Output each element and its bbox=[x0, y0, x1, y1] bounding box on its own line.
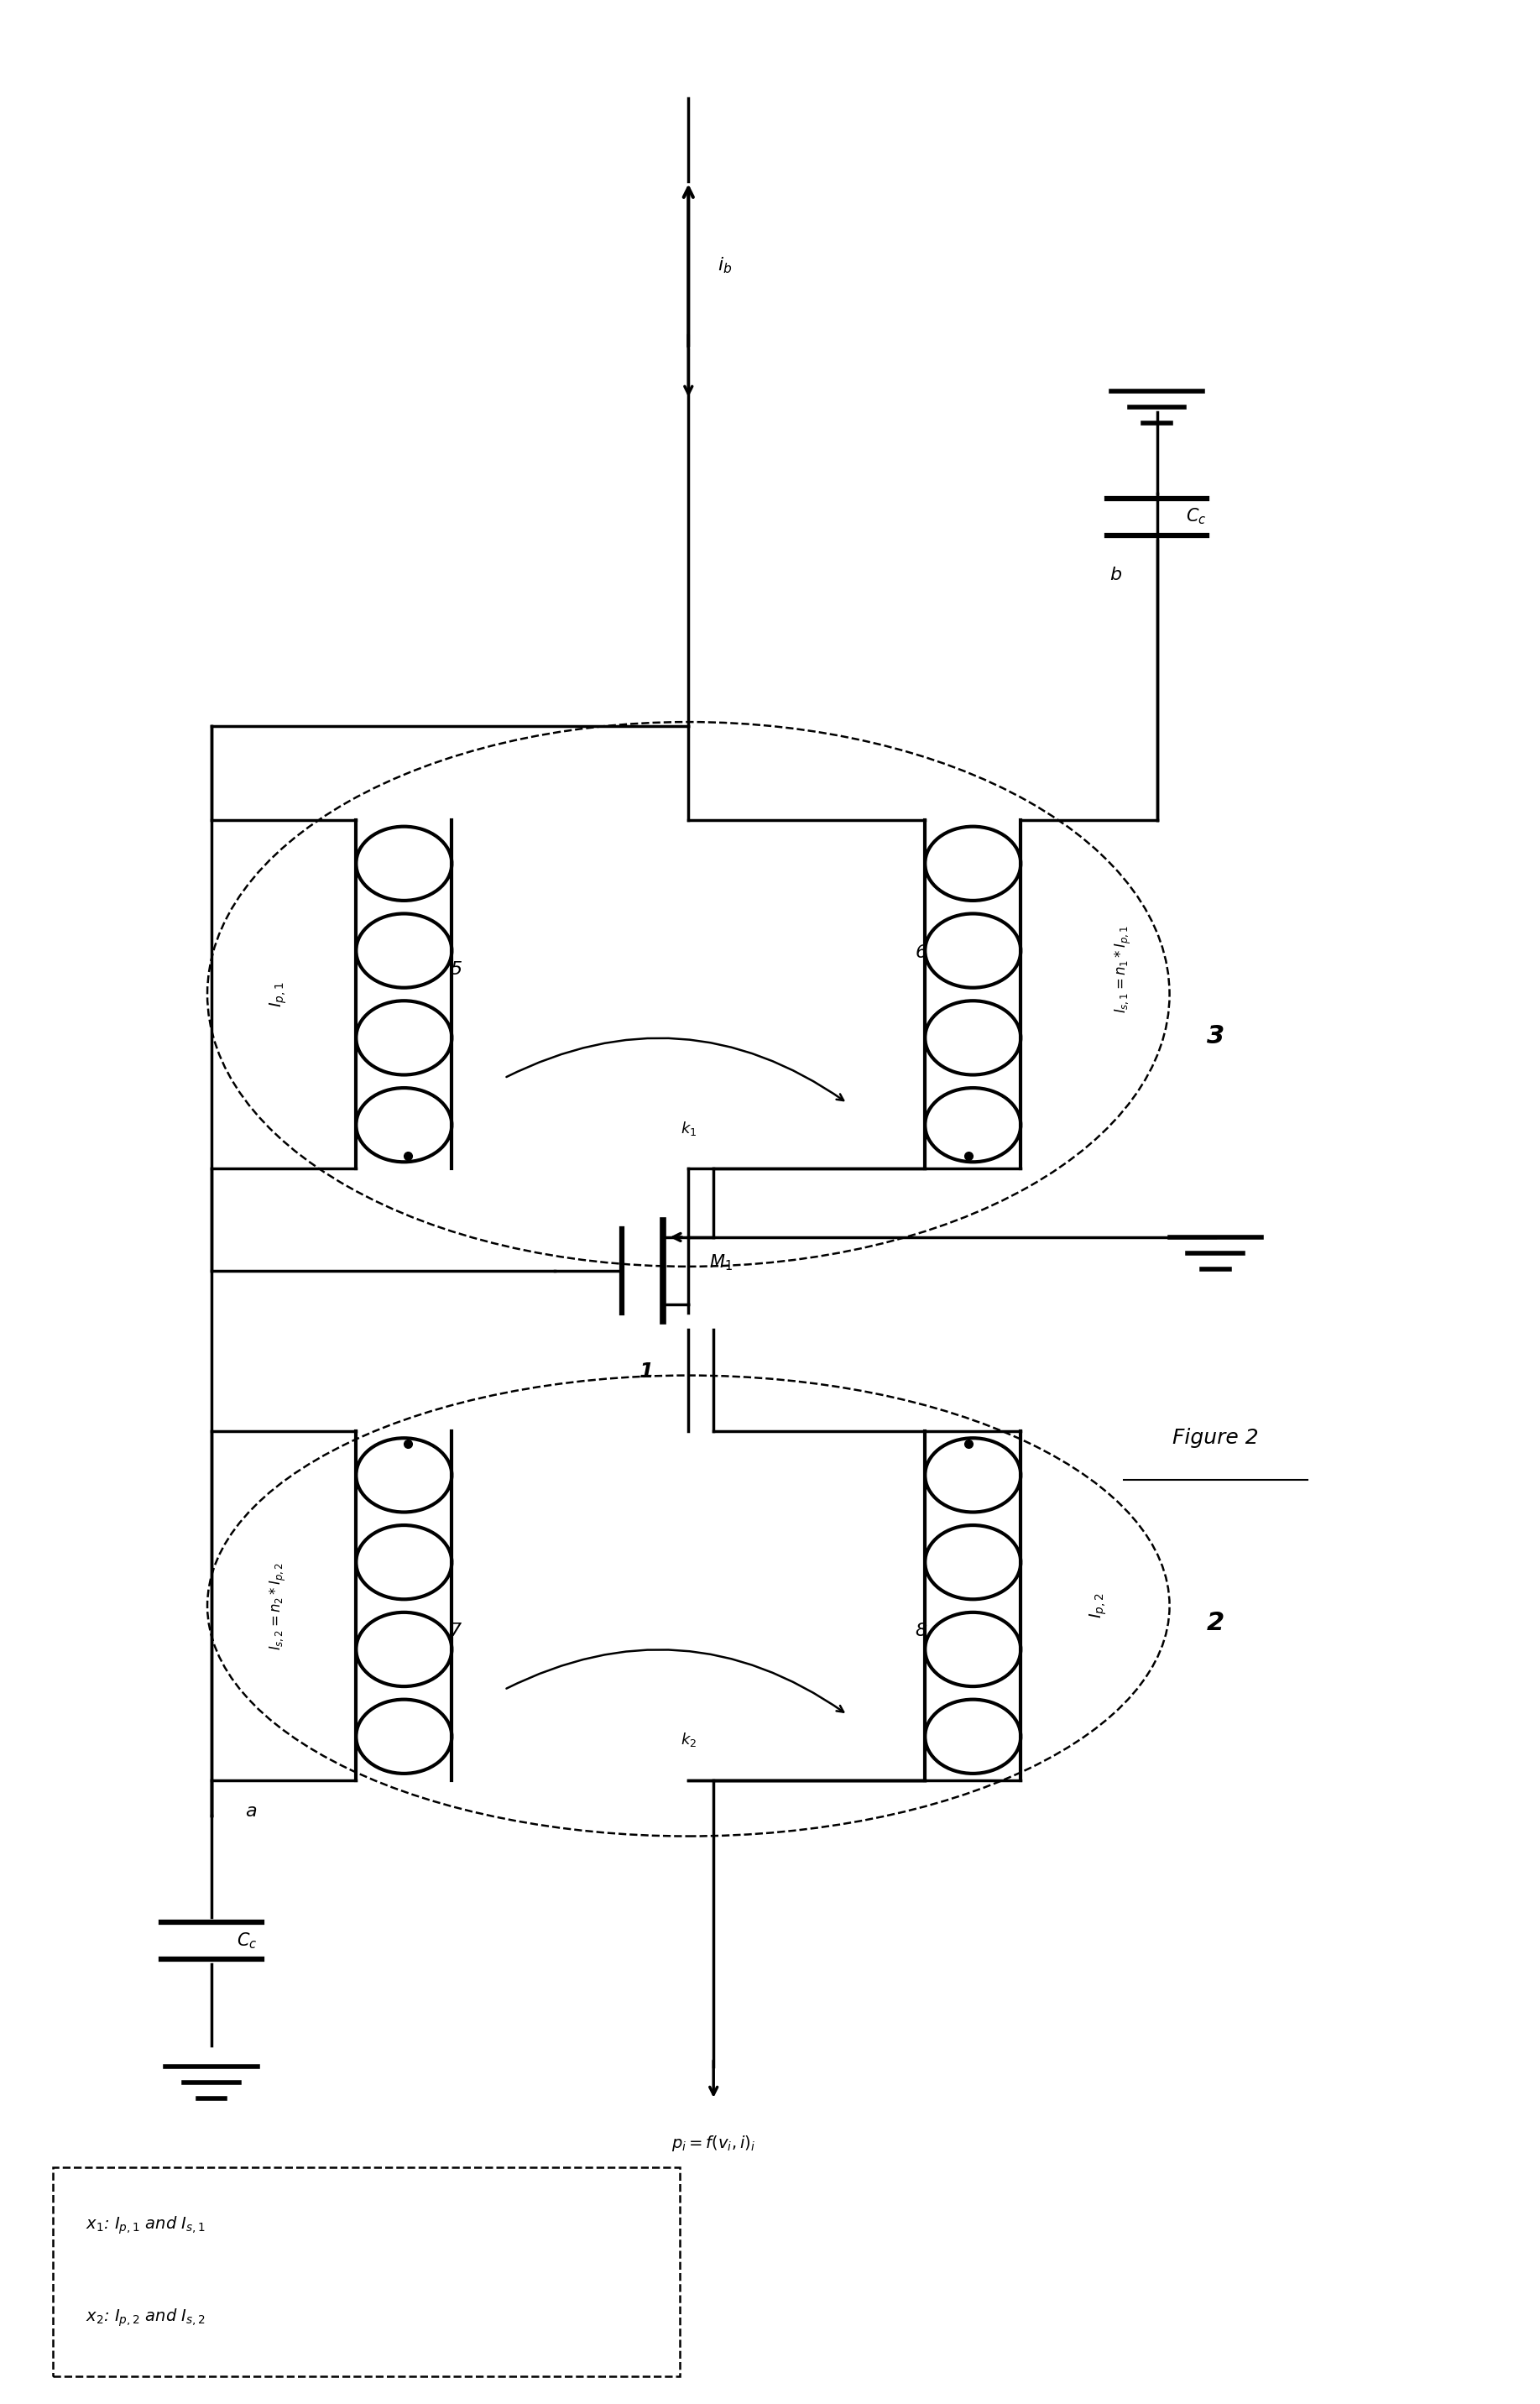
Text: 3: 3 bbox=[1207, 1024, 1224, 1048]
Text: $I_{p,2}$: $I_{p,2}$ bbox=[1089, 1594, 1109, 1618]
Text: 8: 8 bbox=[915, 1623, 927, 1640]
Text: $I_{p,1}$: $I_{p,1}$ bbox=[268, 981, 288, 1007]
Text: $p_i=f(v_i,i)_i$: $p_i=f(v_i,i)_i$ bbox=[671, 2135, 756, 2154]
Text: 6: 6 bbox=[915, 945, 927, 962]
Bar bbox=[52, 2166, 681, 2378]
Text: $C_c$: $C_c$ bbox=[237, 1930, 257, 1950]
Text: $i_b$: $i_b$ bbox=[718, 255, 731, 276]
Text: $M_1$: $M_1$ bbox=[710, 1252, 733, 1272]
Text: Figure 2: Figure 2 bbox=[1172, 1428, 1258, 1447]
Text: 7: 7 bbox=[450, 1623, 462, 1640]
Text: $I_{s,1}=n_1*I_{p,1}$: $I_{s,1}=n_1*I_{p,1}$ bbox=[1113, 926, 1133, 1012]
Text: $k_2$: $k_2$ bbox=[681, 1731, 696, 1748]
Text: 1: 1 bbox=[639, 1361, 654, 1382]
Text: a: a bbox=[245, 1803, 256, 1820]
Text: $k_1$: $k_1$ bbox=[681, 1120, 696, 1137]
Text: $C_c$: $C_c$ bbox=[1186, 507, 1207, 526]
Text: $x_2$: $I_{p,2}$ and $I_{s,2}$: $x_2$: $I_{p,2}$ and $I_{s,2}$ bbox=[86, 2308, 206, 2329]
Text: 2: 2 bbox=[1207, 1611, 1224, 1635]
Text: $x_1$: $I_{p,1}$ and $I_{s,1}$: $x_1$: $I_{p,1}$ and $I_{s,1}$ bbox=[86, 2214, 206, 2236]
Text: $I_{s,2}=n_2*I_{p,2}$: $I_{s,2}=n_2*I_{p,2}$ bbox=[268, 1563, 288, 1649]
Text: b: b bbox=[1109, 567, 1121, 584]
Text: 5: 5 bbox=[450, 962, 462, 978]
